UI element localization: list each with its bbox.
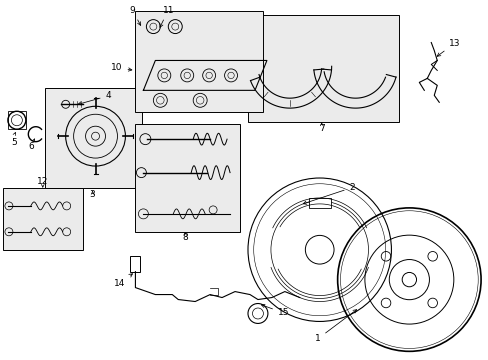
Text: 13: 13 [436,39,460,56]
Text: 4: 4 [78,91,111,105]
Text: 12: 12 [37,177,48,186]
Bar [45,88,142,188]
Bar [308,198,330,208]
Text: 7: 7 [318,124,324,133]
Text: 8: 8 [182,233,188,242]
Text: 14: 14 [114,274,132,288]
Bar [135,11,263,112]
Bar [3,188,82,250]
Text: 9: 9 [129,6,141,26]
Bar [135,124,240,232]
Text: 10: 10 [111,63,132,72]
Text: 15: 15 [261,304,289,318]
Text: 1: 1 [314,310,356,343]
Text: 2: 2 [303,183,354,204]
Bar [247,15,399,122]
Bar [130,256,140,272]
Text: 11: 11 [160,6,174,27]
Text: 6: 6 [28,141,34,150]
Text: 3: 3 [89,190,95,199]
Text: 5: 5 [11,138,17,147]
